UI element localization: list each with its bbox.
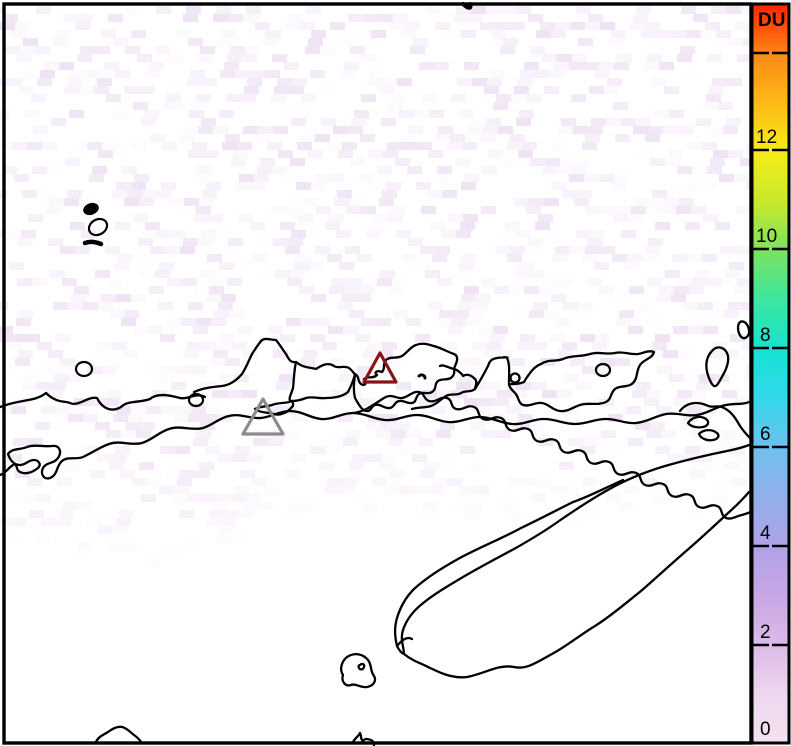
svg-text:0: 0 [760, 719, 771, 740]
svg-text:4: 4 [760, 523, 771, 544]
svg-text:8: 8 [760, 325, 771, 346]
svg-text:6: 6 [760, 424, 771, 445]
svg-text:DU: DU [758, 10, 785, 31]
svg-text:2: 2 [760, 622, 771, 643]
svg-text:10: 10 [756, 226, 777, 247]
svg-text:12: 12 [756, 127, 777, 148]
